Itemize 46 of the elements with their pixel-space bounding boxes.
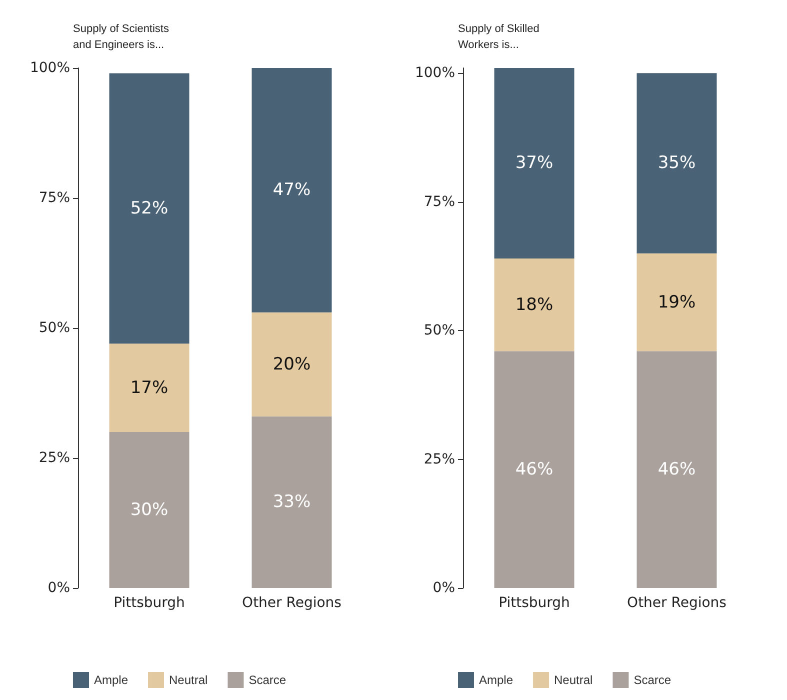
y-tick-label: 100% <box>414 65 455 82</box>
legend-label: Scarce <box>248 673 286 687</box>
bar <box>252 312 332 416</box>
data-label: 52% <box>130 198 168 218</box>
bar <box>109 344 190 432</box>
legend-label: Neutral <box>169 673 208 687</box>
y-tick-label: 50% <box>38 320 70 336</box>
x-tick-label: Pittsburgh <box>114 595 185 611</box>
y-tick-label: 75% <box>424 194 455 210</box>
y-tick-label: 100% <box>30 60 70 76</box>
bar <box>252 68 332 312</box>
data-label: 47% <box>272 180 311 200</box>
y-tick-label: 25% <box>38 450 70 466</box>
bar <box>109 432 190 588</box>
data-label: 46% <box>658 460 696 480</box>
bar <box>636 73 717 254</box>
y-tick-label: 25% <box>424 451 455 468</box>
y-tick-label: 50% <box>424 322 455 339</box>
data-label: 19% <box>658 292 696 312</box>
x-tick-label: Other Regions <box>627 595 726 611</box>
chart-title: Supply of Scientists and Engineers is... <box>73 23 170 51</box>
bar <box>636 351 717 588</box>
bar <box>494 258 574 352</box>
y-tick-label: 75% <box>38 190 70 206</box>
data-label: 35% <box>658 153 696 174</box>
data-label: 20% <box>272 354 311 374</box>
legend-label: Ample <box>94 673 128 687</box>
x-tick-label: Pittsburgh <box>498 595 570 611</box>
legend-label: Ample <box>479 673 514 687</box>
legend-label: Neutral <box>554 673 593 687</box>
x-tick-label: Other Regions <box>242 595 342 611</box>
data-label: 18% <box>515 294 554 315</box>
chart-title: Supply of Skilled Workers is... <box>458 23 540 51</box>
data-label: 30% <box>130 500 168 520</box>
data-label: 46% <box>515 460 554 480</box>
bar <box>636 253 717 352</box>
bar <box>494 68 574 258</box>
bar <box>252 416 332 588</box>
bar <box>494 351 574 588</box>
data-label: 37% <box>515 153 554 174</box>
y-tick-label: 0% <box>48 580 70 596</box>
bar <box>109 73 190 344</box>
legend-label: Scarce <box>634 673 672 687</box>
data-label: 33% <box>272 492 311 512</box>
y-tick-label: 0% <box>432 580 455 596</box>
data-label: 17% <box>130 378 168 398</box>
